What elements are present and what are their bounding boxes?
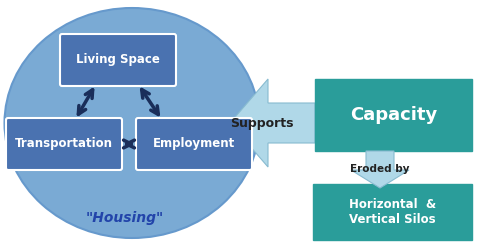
Ellipse shape bbox=[4, 8, 260, 238]
FancyArrow shape bbox=[230, 79, 315, 167]
Text: Eroded by: Eroded by bbox=[350, 164, 410, 174]
Text: Employment: Employment bbox=[153, 138, 235, 151]
Text: Capacity: Capacity bbox=[350, 106, 437, 124]
Text: Horizontal  &
Vertical Silos: Horizontal & Vertical Silos bbox=[349, 198, 436, 226]
Text: Transportation: Transportation bbox=[15, 138, 113, 151]
FancyArrowPatch shape bbox=[142, 90, 158, 114]
FancyBboxPatch shape bbox=[313, 184, 472, 240]
FancyArrowPatch shape bbox=[123, 140, 134, 148]
FancyBboxPatch shape bbox=[136, 118, 252, 170]
FancyBboxPatch shape bbox=[315, 79, 472, 151]
Text: "Housing": "Housing" bbox=[86, 211, 164, 225]
Text: Supports: Supports bbox=[230, 117, 294, 129]
Text: Living Space: Living Space bbox=[76, 53, 160, 66]
FancyArrow shape bbox=[351, 151, 409, 188]
FancyBboxPatch shape bbox=[60, 34, 176, 86]
FancyBboxPatch shape bbox=[6, 118, 122, 170]
FancyArrowPatch shape bbox=[78, 90, 93, 114]
